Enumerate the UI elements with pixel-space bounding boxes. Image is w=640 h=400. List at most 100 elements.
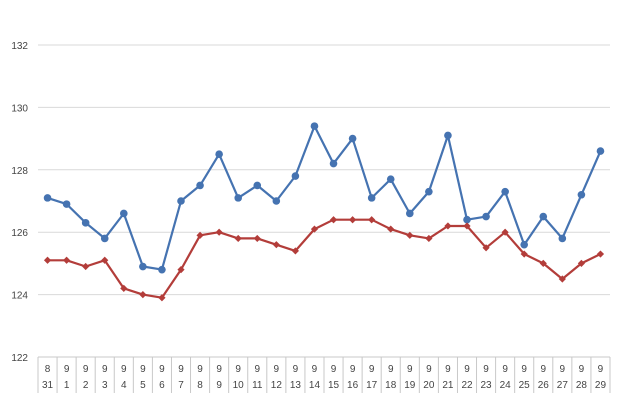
data-point [425, 234, 433, 243]
data-point [329, 159, 338, 168]
y-tick-label: 124 [11, 291, 28, 302]
data-point [596, 147, 605, 155]
data-point [406, 209, 414, 218]
x-tick-month-label: 9 [502, 364, 508, 375]
x-tick-month-label: 9 [388, 364, 394, 375]
data-point [291, 247, 299, 255]
x-tick-day-label: 21 [442, 380, 454, 391]
x-axis [37, 356, 611, 393]
data-point [387, 225, 395, 233]
data-point [62, 200, 71, 208]
x-tick-month-label: 9 [121, 364, 127, 375]
data-point [596, 250, 605, 258]
data-point [43, 194, 52, 202]
data-point [482, 244, 490, 252]
series-lines [43, 122, 605, 302]
x-tick-day-label: 4 [121, 380, 127, 391]
x-tick-day-label: 2 [83, 380, 89, 391]
data-point [43, 256, 52, 264]
x-tick-month-label: 9 [83, 364, 89, 375]
x-tick-day-label: 18 [385, 380, 397, 391]
x-tick-month-label: 9 [178, 364, 184, 375]
data-point [367, 194, 376, 202]
data-point [348, 134, 357, 143]
data-point [120, 284, 128, 292]
data-point [81, 219, 90, 227]
x-tick-day-label: 6 [159, 380, 165, 391]
x-tick-day-label: 8 [197, 380, 203, 391]
data-point [349, 216, 357, 224]
data-point [482, 212, 490, 221]
x-tick-month-label: 9 [64, 364, 70, 375]
x-tick-day-label: 20 [423, 380, 435, 391]
data-point [158, 265, 166, 274]
data-point [177, 266, 185, 274]
x-tick-month-label: 9 [197, 364, 203, 375]
x-tick-day-label: 9 [216, 380, 222, 391]
y-tick-label: 126 [11, 228, 28, 239]
data-point [234, 234, 242, 243]
series-line [47, 218, 601, 299]
data-point [272, 197, 281, 205]
x-tick-month-label: 9 [159, 364, 165, 375]
data-point [577, 190, 586, 199]
x-tick-month-label: 9 [540, 364, 546, 375]
x-tick-month-label: 9 [521, 364, 527, 375]
data-point [520, 240, 528, 249]
x-tick-day-label: 19 [404, 380, 416, 391]
y-tick-label: 122 [11, 353, 28, 364]
x-tick-day-label: 15 [328, 380, 340, 391]
x-tick-month-label: 9 [331, 364, 337, 375]
data-point [463, 222, 471, 230]
x-tick-month-label: 9 [483, 364, 489, 375]
y-axis-tick-labels: 122 124 126 128 130 132 [11, 41, 28, 364]
x-tick-day-label: 1 [64, 380, 70, 391]
x-tick-day-label: 26 [538, 380, 550, 391]
data-point [196, 181, 204, 190]
x-tick-month-label: 8 [45, 364, 51, 375]
x-tick-day-label: 11 [252, 380, 263, 391]
y-tick-label: 128 [11, 166, 28, 177]
x-tick-day-label: 28 [576, 380, 588, 391]
data-point [234, 194, 242, 202]
x-tick-month-label: 9 [293, 364, 299, 375]
data-point [272, 241, 280, 249]
x-tick-day-label: 7 [178, 380, 184, 391]
data-point [425, 187, 433, 196]
y-tick-label: 130 [11, 103, 28, 114]
x-tick-day-label: 10 [233, 380, 245, 391]
x-tick-day-label: 25 [519, 380, 531, 391]
data-point [558, 234, 567, 243]
x-tick-month-label: 9 [464, 364, 470, 375]
data-point [310, 122, 319, 130]
x-tick-month-label: 9 [350, 364, 356, 375]
y-tick-label: 132 [11, 41, 28, 52]
data-point [291, 172, 300, 180]
series-1 [43, 122, 605, 274]
x-tick-day-label: 29 [595, 380, 607, 391]
data-point [444, 222, 452, 230]
x-tick-month-label: 9 [312, 364, 318, 375]
x-tick-month-label: 9 [407, 364, 413, 375]
x-tick-month-label: 9 [598, 364, 604, 375]
data-point [463, 215, 471, 224]
data-point [139, 291, 147, 299]
x-tick-month-label: 9 [235, 364, 241, 375]
x-tick-day-label: 17 [366, 380, 378, 391]
x-tick-month-label: 9 [579, 364, 585, 375]
x-axis-tick-labels: 8319192939495969798999109119129139149159… [42, 364, 606, 391]
data-point [386, 175, 395, 183]
data-point [139, 262, 147, 271]
x-tick-day-label: 24 [500, 380, 512, 391]
data-point [215, 228, 223, 236]
data-point [520, 250, 528, 258]
data-point [215, 150, 223, 158]
x-tick-day-label: 5 [140, 380, 146, 391]
x-tick-day-label: 3 [102, 380, 108, 391]
data-point [406, 231, 414, 239]
data-point [253, 234, 261, 243]
data-point [82, 262, 90, 271]
data-point [101, 256, 109, 264]
data-point [444, 131, 452, 140]
